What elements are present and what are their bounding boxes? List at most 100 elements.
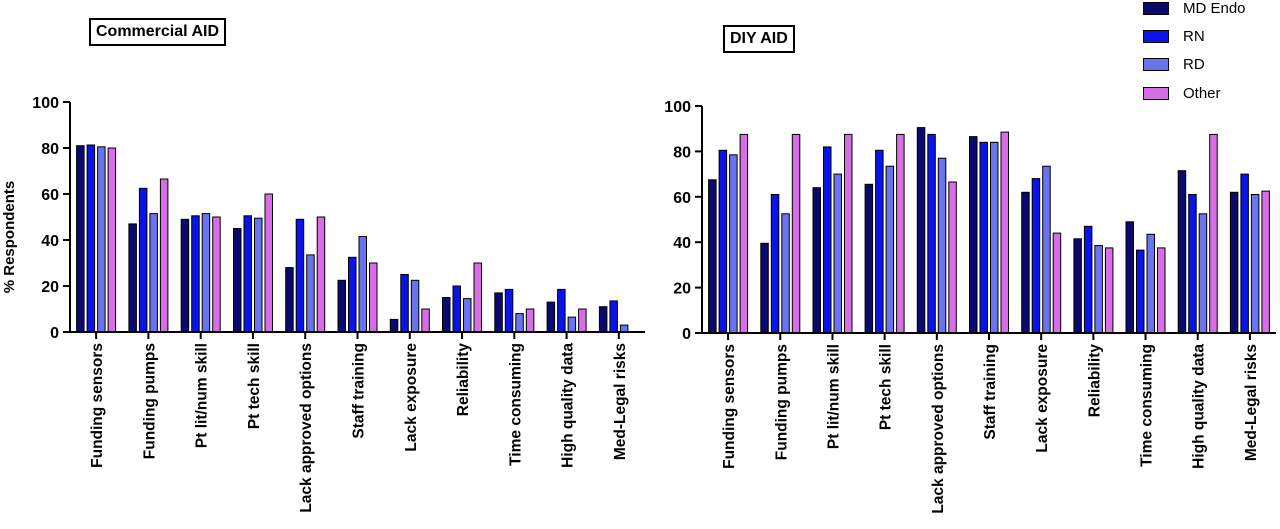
- bar-rd-1: [781, 213, 790, 334]
- bar-rd-7: [1094, 245, 1103, 334]
- bar-md-endo-5: [337, 279, 346, 333]
- y-tick-label: 0: [50, 325, 59, 342]
- x-tick-label: Lack exposure: [403, 343, 420, 452]
- bar-other-0: [739, 133, 749, 334]
- bar-other-3: [264, 193, 273, 333]
- bar-md-endo-1: [760, 242, 769, 334]
- chart-diy-aid: 0 20 40 60 80 100 Funding sensors Funding pumps…: [664, 99, 1276, 514]
- y-tick-label: 80: [673, 144, 691, 161]
- y-tick-label: 20: [673, 281, 691, 298]
- bar-rd-7: [463, 298, 472, 333]
- bar-other-8: [525, 308, 535, 333]
- x-tick-label: Reliability: [455, 343, 472, 417]
- bar-other-6: [421, 308, 430, 333]
- bar-rn-8: [504, 288, 514, 333]
- bar-rd-8: [515, 313, 524, 333]
- bar-rn-0: [718, 149, 728, 334]
- bar-rn-5: [979, 141, 988, 334]
- bar-md-endo-7: [1073, 238, 1082, 334]
- bar-other-4: [948, 181, 957, 334]
- y-tick-label: 60: [41, 187, 59, 204]
- x-tick-label: Med-Legal risks: [612, 343, 629, 460]
- bar-rn-3: [243, 215, 252, 333]
- bar-rn-9: [1188, 194, 1197, 334]
- x-tick-label: Staff training: [982, 344, 999, 440]
- chart-commercial-aid: 0 20 40 60 80 100 Funding sensors Funding pumps…: [1, 95, 645, 513]
- y-tick-label: 40: [673, 235, 691, 252]
- bar-rd-2: [833, 173, 842, 334]
- legend-swatch-rd: [1143, 58, 1169, 71]
- x-tick-label: Pt lit/num skill: [825, 344, 842, 449]
- bar-md-endo-9: [1177, 170, 1187, 334]
- bar-other-9: [578, 308, 587, 333]
- bar-rn-3: [875, 149, 884, 334]
- y-tick-label: 0: [682, 326, 691, 343]
- bar-rn-6: [400, 274, 409, 333]
- bar-rn-7: [1083, 225, 1093, 334]
- bar-rd-9: [1198, 213, 1208, 334]
- chart-title-commercial: Commercial AID: [89, 18, 226, 46]
- x-tick-label: Lack approved options: [930, 344, 947, 514]
- y-tick-label: 60: [673, 190, 691, 207]
- bar-md-endo-7: [442, 297, 451, 333]
- bar-md-endo-10: [598, 306, 608, 333]
- x-tick-label: High quality data: [560, 343, 577, 468]
- bar-rn-4: [927, 133, 936, 334]
- bar-rd-10: [1250, 194, 1260, 334]
- bar-rn-5: [348, 256, 357, 333]
- bar-rn-10: [1240, 173, 1249, 334]
- y-tick-label: 20: [41, 279, 59, 296]
- bar-md-endo-9: [546, 301, 556, 333]
- bar-rn-8: [1136, 249, 1145, 334]
- bar-rd-5: [990, 141, 999, 334]
- bar-rd-4: [937, 157, 947, 334]
- y-tick-label: 100: [32, 95, 59, 112]
- legend-swatch-other: [1143, 87, 1169, 100]
- bar-rd-8: [1146, 233, 1155, 334]
- bar-rn-1: [138, 187, 148, 333]
- y-axis-label: % Respondents: [1, 181, 18, 294]
- legend-swatch-rn: [1143, 30, 1169, 43]
- bar-rn-2: [191, 215, 200, 333]
- bar-rd-0: [729, 154, 738, 334]
- bar-other-2: [212, 216, 221, 333]
- bar-md-endo-8: [494, 292, 503, 333]
- chart-title-diy: DIY AID: [723, 25, 795, 53]
- y-tick-label: 40: [41, 233, 59, 250]
- bar-rd-6: [1042, 165, 1051, 334]
- x-tick-label: Lack approved options: [298, 343, 315, 513]
- bar-md-endo-2: [180, 218, 190, 333]
- bar-rd-10: [619, 324, 629, 333]
- x-tick-label: Funding pumps: [141, 343, 158, 459]
- bar-md-endo-4: [285, 267, 294, 333]
- bar-rd-0: [97, 146, 106, 333]
- bar-rd-6: [410, 279, 420, 333]
- bar-md-endo-3: [233, 228, 242, 333]
- bar-rd-3: [885, 165, 895, 334]
- bar-rd-5: [358, 236, 367, 333]
- bar-md-endo-1: [128, 223, 137, 333]
- bar-other-1: [159, 178, 169, 333]
- bar-rn-9: [557, 288, 566, 333]
- legend-swatch-md-endo: [1143, 2, 1169, 15]
- bar-other-2: [844, 133, 853, 334]
- bar-other-1: [791, 133, 801, 334]
- bar-rn-1: [770, 194, 780, 334]
- bar-other-5: [369, 262, 378, 333]
- legend-label-rd: RD: [1183, 56, 1205, 73]
- bar-other-10: [1261, 190, 1270, 334]
- x-tick-label: Pt lit/num skill: [194, 343, 211, 448]
- x-tick-label: Med-Legal risks: [1243, 344, 1260, 461]
- x-tick-label: Lack exposure: [1034, 344, 1051, 453]
- bar-rd-3: [254, 217, 263, 333]
- legend-label-md-endo: MD Endo: [1183, 0, 1246, 17]
- x-tick-label: Time consuming: [507, 343, 524, 466]
- bar-other-8: [1157, 247, 1166, 334]
- bar-md-endo-0: [76, 145, 85, 333]
- bar-md-endo-5: [969, 136, 978, 334]
- y-tick-label: 100: [664, 99, 691, 116]
- bar-rn-4: [295, 218, 305, 333]
- x-tick-label: Reliability: [1086, 344, 1103, 418]
- legend-label-other: Other: [1183, 85, 1221, 102]
- bar-other-7: [1104, 247, 1114, 334]
